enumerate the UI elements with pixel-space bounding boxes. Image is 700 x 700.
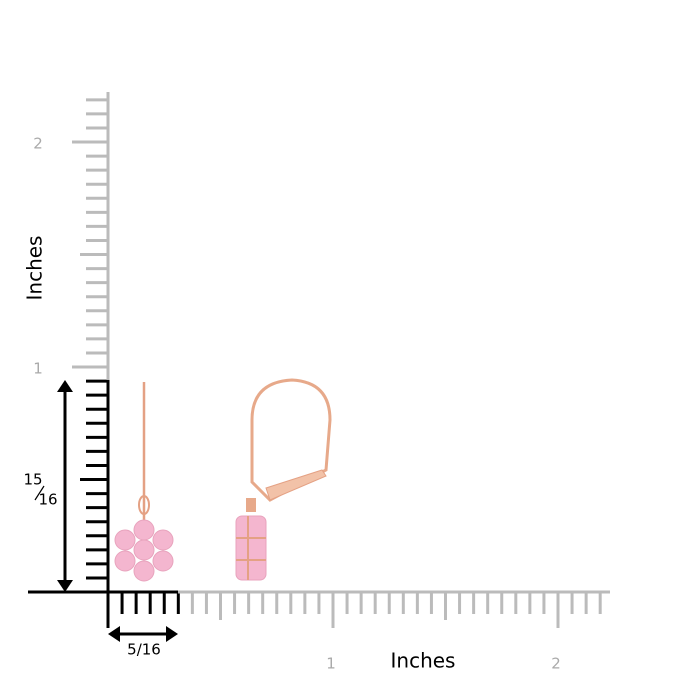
ruler-ticks	[72, 98, 602, 628]
y-tick-label: 1	[33, 360, 43, 378]
fraction-slash	[34, 485, 45, 501]
x-axis-label: Inches	[391, 649, 456, 673]
height-numerator: 15	[23, 471, 42, 489]
earring-front	[114, 382, 174, 582]
height-denominator: 16	[38, 491, 57, 509]
height-arrow	[57, 380, 73, 592]
width-label: 5/16	[127, 641, 161, 659]
y-tick-label: 2	[33, 135, 43, 153]
x-tick-label: 2	[551, 655, 561, 673]
earring-side	[235, 378, 332, 581]
width-arrow	[108, 626, 178, 642]
x-tick-label: 1	[326, 655, 336, 673]
y-axis-label: Inches	[23, 236, 47, 301]
